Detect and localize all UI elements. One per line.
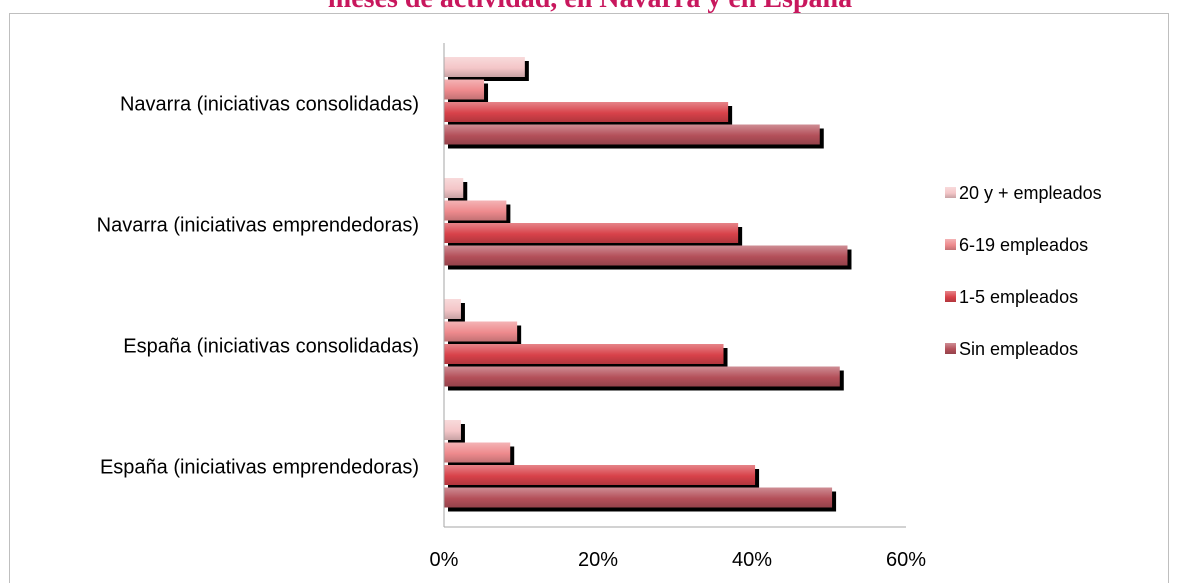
bar-1-5-empleados-1 bbox=[444, 223, 739, 243]
category-label: España (iniciativas emprendedoras) bbox=[100, 457, 419, 479]
legend-swatch bbox=[945, 187, 956, 198]
x-tick-label: 0% bbox=[430, 549, 459, 571]
bar-1-5-empleados-0 bbox=[444, 102, 729, 122]
bar-20-y-empleados-2 bbox=[444, 299, 461, 319]
bar-6-19-empleados-0 bbox=[444, 79, 485, 100]
chart-frame bbox=[9, 13, 1169, 583]
chart-title: meses de actividad, en Navarra y en Espa… bbox=[0, 0, 1180, 16]
bar-sin-empleados-3 bbox=[444, 487, 833, 508]
legend-swatch bbox=[945, 343, 956, 354]
title-strip: meses de actividad, en Navarra y en Espa… bbox=[0, 0, 1180, 16]
legend-label: 6-19 empleados bbox=[959, 235, 1088, 255]
bar-20-y-empleados-1 bbox=[444, 178, 464, 198]
labels-layer: Navarra (iniciativas consolidadas) Navarr… bbox=[97, 94, 927, 572]
bar-sin-empleados-0 bbox=[444, 124, 820, 145]
legend-label: 1-5 empleados bbox=[959, 287, 1078, 307]
legend-swatch bbox=[945, 239, 956, 250]
category-label: Navarra (iniciativas emprendedoras) bbox=[97, 215, 419, 237]
legend-label: Sin empleados bbox=[959, 339, 1078, 359]
legend-label: 20 y + empleados bbox=[959, 183, 1102, 203]
legend-layer: 20 y + empleados 6-19 empleados 1-5 emplea… bbox=[945, 183, 1102, 359]
x-tick-label: 20% bbox=[578, 549, 618, 571]
axis-layer bbox=[443, 43, 906, 528]
x-tick-label: 60% bbox=[886, 549, 926, 571]
x-tick-label: 40% bbox=[732, 549, 772, 571]
bar-20-y-empleados-0 bbox=[444, 57, 525, 77]
category-label: Navarra (iniciativas consolidadas) bbox=[120, 94, 419, 116]
legend-swatch bbox=[945, 291, 956, 302]
bars-layer bbox=[444, 57, 852, 512]
bar-20-y-empleados-3 bbox=[444, 420, 461, 440]
bar-sin-empleados-2 bbox=[444, 366, 840, 387]
category-label: España (iniciativas consolidadas) bbox=[123, 336, 419, 358]
bar-1-5-empleados-2 bbox=[444, 344, 724, 364]
bar-6-19-empleados-1 bbox=[444, 200, 507, 221]
bar-sin-empleados-1 bbox=[444, 245, 848, 266]
bar-6-19-empleados-2 bbox=[444, 321, 518, 342]
bar-6-19-empleados-3 bbox=[444, 442, 511, 463]
bar-1-5-empleados-3 bbox=[444, 465, 756, 485]
